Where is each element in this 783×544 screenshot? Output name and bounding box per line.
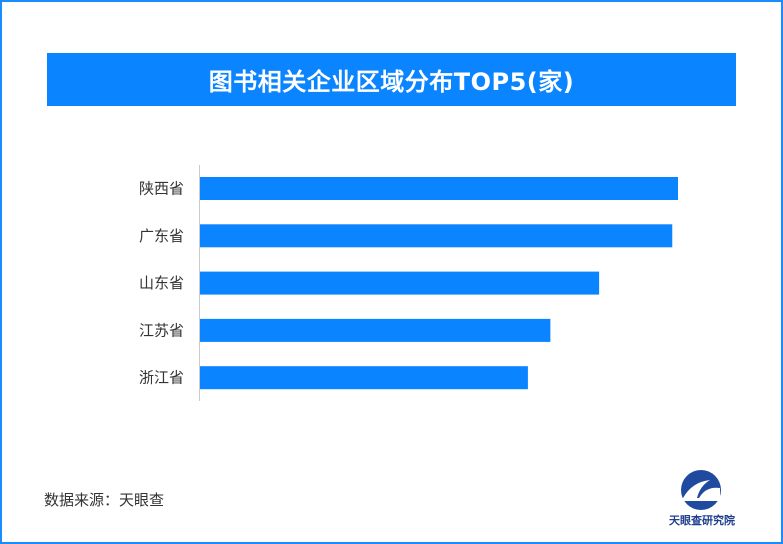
chart-title: 图书相关企业区域分布TOP5(家) <box>208 68 575 96</box>
tianyancha-logo: 天眼查研究院 <box>652 468 752 532</box>
bar-5 <box>200 366 528 390</box>
bar-2 <box>200 224 673 248</box>
bar-1 <box>200 177 678 200</box>
title-bar: 图书相关企业区域分布TOP5(家) <box>47 53 736 106</box>
category-label-3: 山东省 <box>139 274 184 292</box>
logo-text: 天眼查研究院 <box>669 514 735 527</box>
category-label-5: 浙江省 <box>139 369 184 387</box>
bar-3 <box>200 271 600 295</box>
data-source: 数据来源：天眼查 <box>44 491 165 509</box>
category-label-2: 广东省 <box>139 227 184 245</box>
category-label-4: 江苏省 <box>139 321 184 339</box>
bar-4 <box>200 318 551 342</box>
tianyancha-logo-icon <box>681 470 721 510</box>
category-label-1: 陕西省 <box>139 180 184 198</box>
